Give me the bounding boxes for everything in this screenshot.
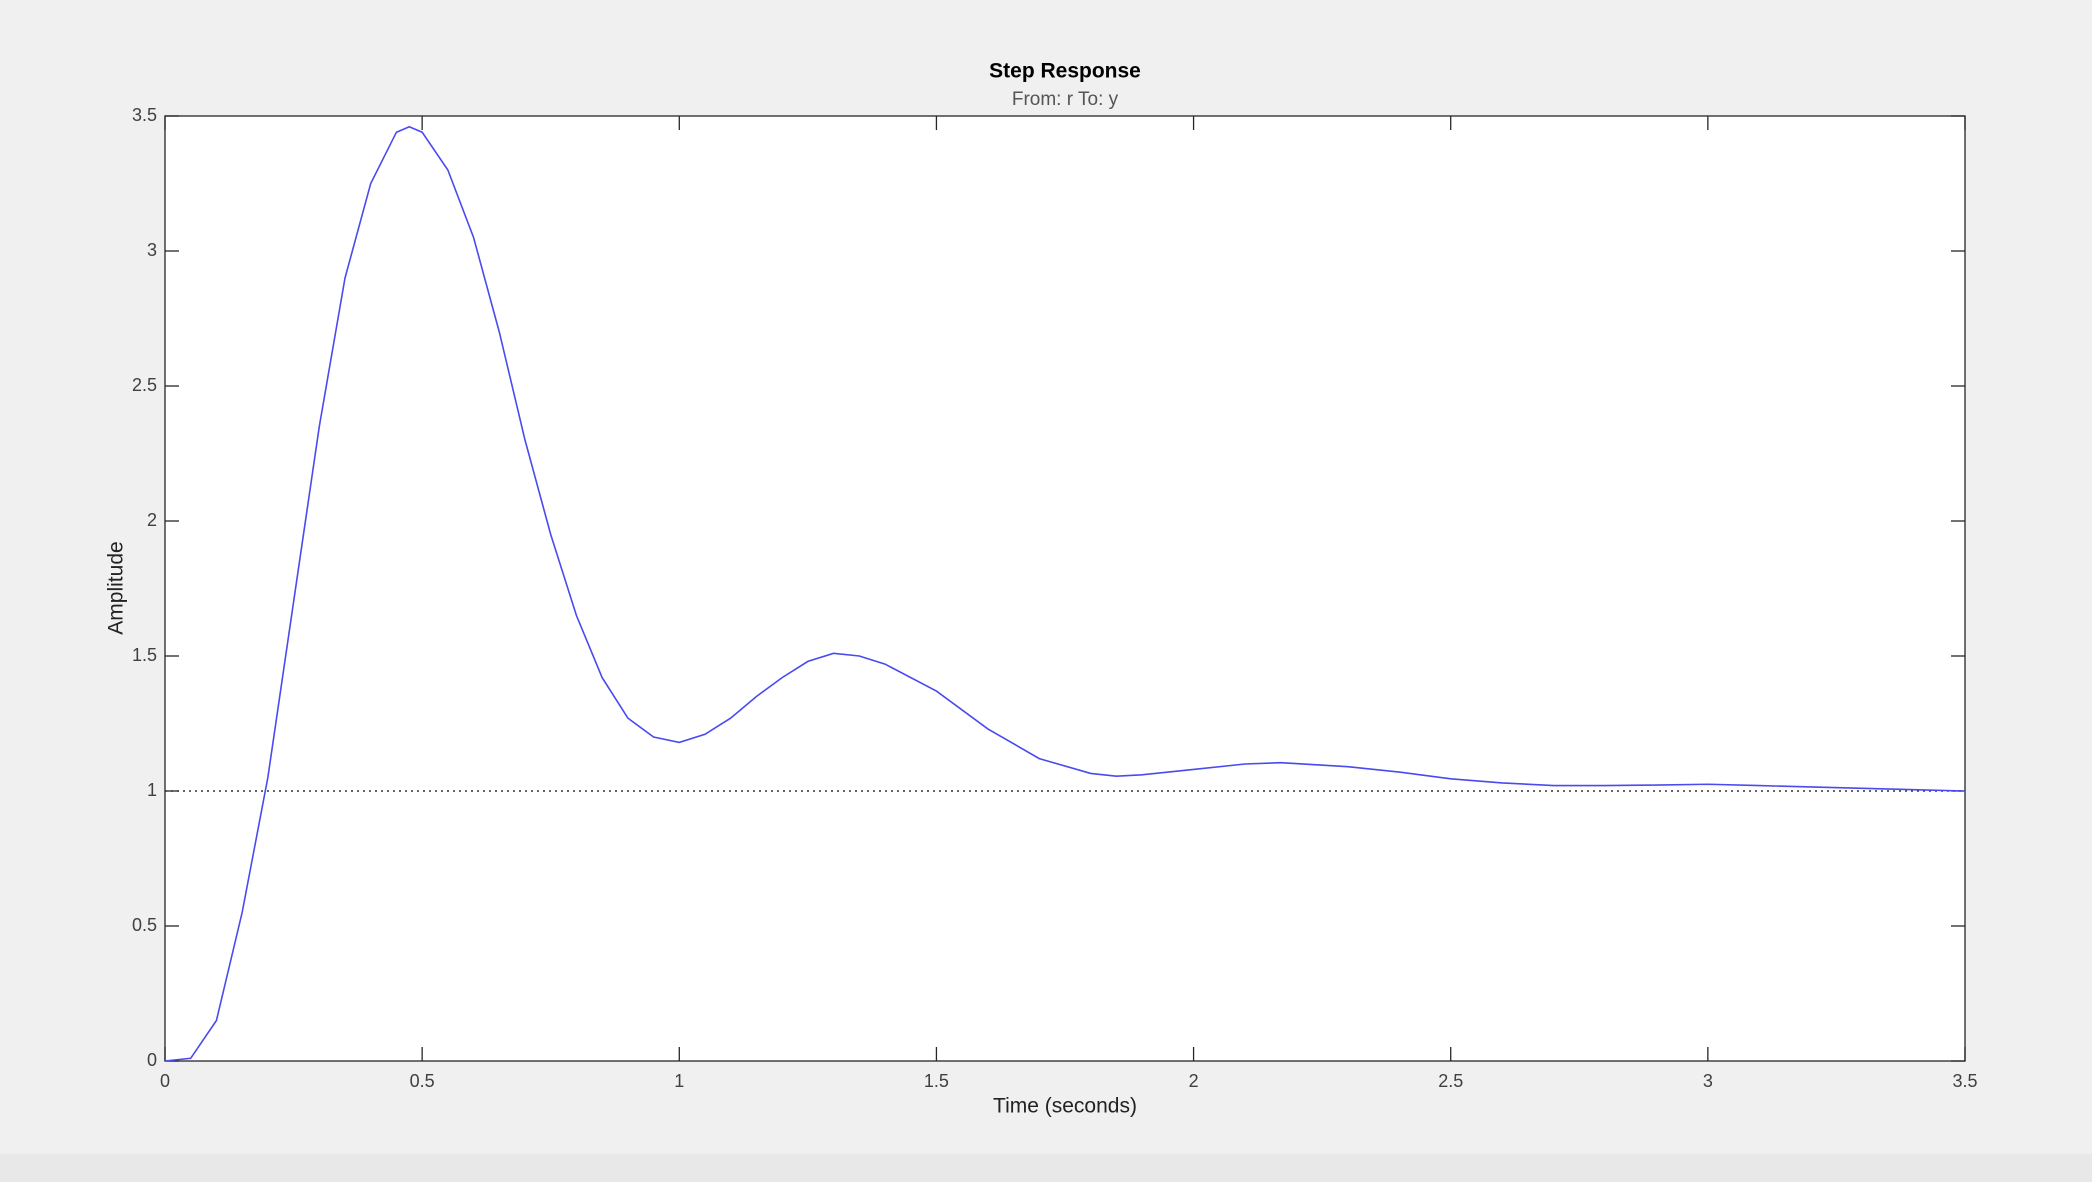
x-tick-label: 0 xyxy=(160,1071,170,1091)
y-tick-label: 1.5 xyxy=(132,645,157,665)
line-series xyxy=(164,125,1966,1062)
x-axis-label: Time (seconds) xyxy=(993,1095,1137,1118)
chart-title: Step Response xyxy=(989,60,1141,83)
y-tick-label: 2.5 xyxy=(132,375,157,395)
x-tick-label: 0.5 xyxy=(410,1071,435,1091)
plot-area xyxy=(164,115,1966,1062)
y-tick-label: 0.5 xyxy=(132,915,157,935)
x-tick-label: 1 xyxy=(674,1071,684,1091)
figure-footer xyxy=(0,1154,2092,1182)
y-axis-label: Amplitude xyxy=(105,541,128,634)
x-tick-label: 1.5 xyxy=(924,1071,949,1091)
y-tick-label: 0 xyxy=(147,1050,157,1070)
x-tick-label: 2 xyxy=(1189,1071,1199,1091)
y-tick-label: 1 xyxy=(147,780,157,800)
x-tick-label: 2.5 xyxy=(1438,1071,1463,1091)
x-tick-label: 3.5 xyxy=(1952,1071,1977,1091)
y-tick-label: 2 xyxy=(147,510,157,530)
y-tick-label: 3 xyxy=(147,240,157,260)
chart-subtitle: From: r To: y xyxy=(1012,89,1119,110)
y-tick-label: 3.5 xyxy=(132,105,157,125)
x-tick-label: 3 xyxy=(1703,1071,1713,1091)
